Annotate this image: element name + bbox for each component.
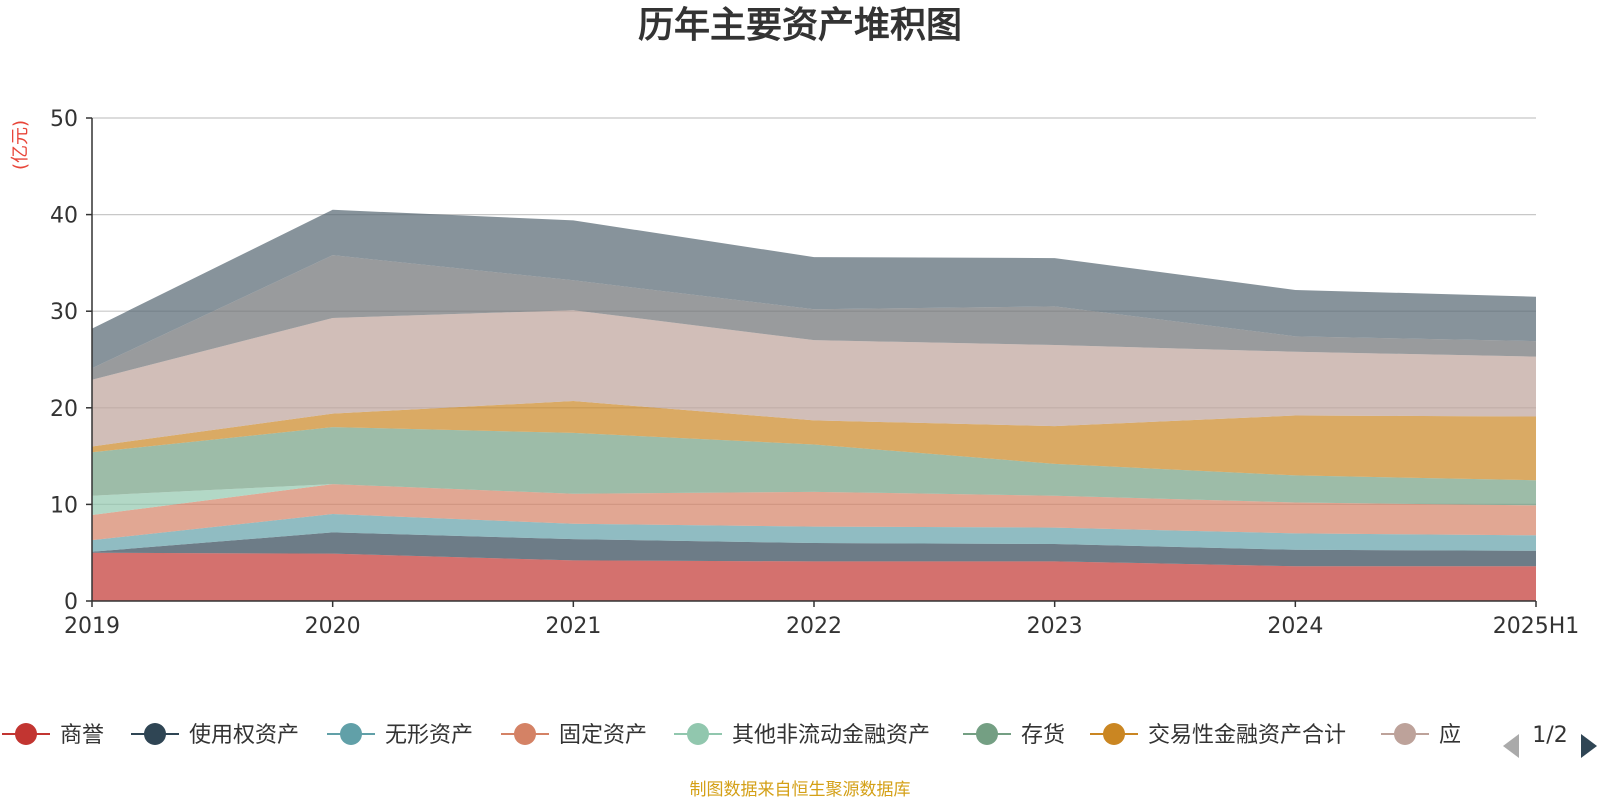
area-series-1[interactable] (92, 532, 1536, 567)
y-tick-label: 30 (50, 300, 78, 325)
legend-marker (1103, 723, 1125, 745)
y-tick-label: 0 (64, 590, 78, 615)
legend-page-label: 1/2 (1532, 723, 1567, 748)
area-series-3[interactable] (92, 484, 1536, 541)
legend-item[interactable]: 固定资产 (501, 723, 647, 748)
legend-label: 交易性金融资产合计 (1148, 723, 1346, 748)
x-tick-label: 2022 (786, 614, 842, 639)
x-tick-label: 2020 (305, 614, 361, 639)
legend-prev-page-icon[interactable] (1503, 734, 1519, 758)
legend-label: 应 (1439, 723, 1461, 748)
area-series-2[interactable] (92, 514, 1536, 552)
legend-item[interactable]: 应 (1381, 723, 1461, 748)
data-source-note: 制图数据来自恒生聚源数据库 (690, 780, 911, 800)
chart-title: 历年主要资产堆积图 (638, 5, 962, 46)
y-tick-label: 40 (50, 204, 78, 229)
legend-label: 商誉 (60, 723, 104, 748)
legend-label: 存货 (1021, 723, 1065, 748)
x-tick-label: 2025H1 (1493, 614, 1580, 639)
legend-item[interactable]: 商誉 (2, 723, 104, 748)
y-axis-unit: (亿元) (10, 120, 31, 170)
area-series-5[interactable] (92, 427, 1536, 506)
legend-marker (514, 723, 536, 745)
legend-item[interactable]: 交易性金融资产合计 (1090, 723, 1346, 748)
area-series-7[interactable] (92, 310, 1536, 447)
legend-item[interactable]: 存货 (963, 723, 1065, 748)
y-axis-ticks: 0 10 20 30 40 50 (50, 107, 92, 615)
legend-label: 无形资产 (385, 723, 473, 748)
legend-marker (144, 723, 166, 745)
legend-marker (15, 723, 37, 745)
area-series-8[interactable] (92, 255, 1536, 380)
legend-item[interactable]: 使用权资产 (131, 723, 299, 748)
area-series-0[interactable] (92, 552, 1536, 601)
area-series-9[interactable] (92, 209, 1536, 369)
x-tick-label: 2019 (64, 614, 120, 639)
y-tick-label: 10 (50, 493, 78, 518)
legend-marker (687, 723, 709, 745)
x-tick-label: 2021 (545, 614, 601, 639)
legend-marker (976, 723, 998, 745)
legend: 商誉 使用权资产 无形资产 固定资产 其他非流动金融资产 存货 交易性金融资产合计 应 (2, 723, 1461, 748)
legend-marker (340, 723, 362, 745)
legend-item[interactable]: 其他非流动金融资产 (674, 723, 930, 748)
x-tick-label: 2023 (1027, 614, 1083, 639)
x-tick-label: 2024 (1267, 614, 1323, 639)
area-series-group (92, 209, 1536, 601)
legend-marker (1394, 723, 1416, 745)
legend-pager: 1/2 (1503, 723, 1597, 758)
legend-label: 使用权资产 (189, 723, 299, 748)
legend-label: 其他非流动金融资产 (732, 723, 930, 748)
x-axis-ticks: 2019 2020 2021 2022 2023 2024 2025H1 (64, 601, 1579, 639)
legend-next-page-icon[interactable] (1581, 734, 1597, 758)
y-tick-label: 20 (50, 397, 78, 422)
legend-item[interactable]: 无形资产 (327, 723, 473, 748)
y-tick-label: 50 (50, 107, 78, 132)
legend-label: 固定资产 (559, 723, 647, 748)
